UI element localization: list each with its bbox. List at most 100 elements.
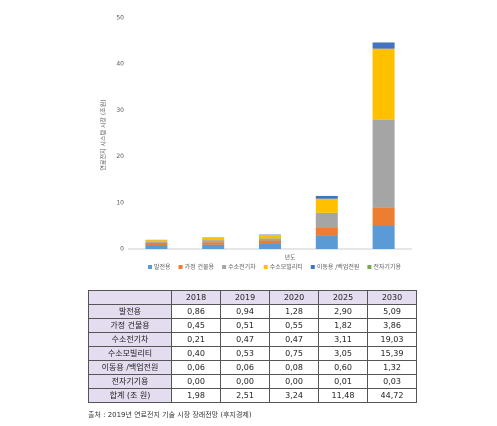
header-row: 2018 2019 2020 2025 2030	[88, 290, 417, 305]
y-tick-label: 10	[116, 199, 124, 206]
bar-segment	[315, 227, 338, 236]
bar-segment	[372, 48, 395, 120]
table-row: 합계 (조 원) 1,98 2,51 3,24 11,48 44,72	[88, 388, 417, 403]
row-label: 이동용 /백업전원	[88, 360, 172, 375]
cell: 0,75	[269, 346, 319, 361]
source: 출처 : 2019년 연료전지 기술 시장 장래전망 (후지경제)	[88, 411, 252, 419]
cell: 2,51	[220, 388, 270, 403]
cell: 0,06	[171, 360, 221, 375]
legend-label: 이동용 /백업전원	[317, 263, 360, 271]
cell: 15,39	[367, 346, 417, 361]
bar-segment	[315, 212, 338, 228]
bar-segment	[372, 225, 395, 249]
legend-label: 발전용	[154, 263, 171, 271]
bar-segment	[372, 207, 395, 226]
bar-segment	[259, 234, 281, 239]
chart: 연료전지 시스템 시장 (조원) 년도 0 10 20 30 40 50 발전용 가정 건물용…	[100, 15, 412, 271]
cell: 0,60	[318, 360, 368, 375]
bar-segment	[259, 243, 281, 249]
table-row: 발전용 0,86 0,94 1,28 2,90 5,09	[88, 304, 417, 319]
cell: 2,90	[318, 304, 368, 319]
cell: 3,05	[318, 346, 368, 361]
header-cell: 2030	[367, 290, 417, 305]
cell: 1,98	[171, 388, 221, 403]
table-row: 수소모빌리티 0,40 0,53 0,75 3,05 15,39	[88, 346, 417, 361]
cell: 0,47	[220, 332, 270, 347]
row-label: 수소모빌리티	[88, 346, 172, 361]
cell: 0,53	[220, 346, 270, 361]
bar-segment	[372, 119, 395, 208]
cell: 0,21	[171, 332, 221, 347]
header-cell: 2020	[269, 290, 319, 305]
legend-label: 가정 건물용	[185, 263, 215, 271]
bar-segment	[315, 195, 338, 199]
y-tick-label: 20	[116, 153, 124, 160]
data-table: 2018 2019 2020 2025 2030 발전용 0,86 0,94 1,28 2,90 5…	[88, 290, 417, 403]
bar-segment	[315, 198, 338, 213]
row-label: 가정 건물용	[88, 318, 172, 333]
bar-segment	[372, 42, 395, 49]
bar-segment	[202, 244, 225, 249]
x-axis-title: 년도	[284, 254, 296, 262]
legend-swatch	[367, 265, 372, 269]
legend-label: 수소모빌리티	[270, 263, 303, 271]
cell: 0,94	[220, 304, 270, 319]
bar-segment	[145, 240, 168, 242]
cell: 0,08	[269, 360, 319, 375]
table-row: 수소전기차 0,21 0,47 0,47 3,11 19,03	[88, 332, 417, 347]
cell: 0,00	[220, 374, 270, 389]
cell: 0,00	[269, 374, 319, 389]
header-cell: 2025	[318, 290, 368, 305]
cell: 11,48	[318, 388, 368, 403]
cell: 19,03	[367, 332, 417, 347]
header-cell: 2018	[171, 290, 221, 305]
cell: 0,40	[171, 346, 221, 361]
table-row: 전자기기용 0,00 0,00 0,00 0,01 0,03	[88, 374, 417, 389]
bar-segment	[202, 242, 225, 245]
table-row: 이동용 /백업전원 0,06 0,06 0,08 0,60 1,32	[88, 360, 417, 375]
bar-segment	[315, 235, 338, 249]
cell: 0,06	[220, 360, 270, 375]
y-axis-title: 연료전지 시스템 시장 (조원)	[100, 99, 108, 170]
row-label: 전자기기용	[88, 374, 172, 389]
cell: 0,03	[367, 374, 417, 389]
y-tick-label: 30	[116, 107, 124, 114]
legend-swatch	[148, 265, 152, 269]
header-cell	[88, 290, 172, 305]
legend-swatch	[222, 265, 227, 269]
cell: 3,11	[318, 332, 368, 347]
legend-label: 수소전기차	[228, 263, 256, 271]
legend-label: 전자기기용	[373, 263, 401, 271]
cell: 0,47	[269, 332, 319, 347]
y-tick-label: 50	[116, 15, 124, 22]
cell: 0,45	[171, 318, 221, 333]
cell: 1,28	[269, 304, 319, 319]
cell: 3,24	[269, 388, 319, 403]
cell: 0,00	[171, 374, 221, 389]
cell: 3,86	[367, 318, 417, 333]
cell: 0,51	[220, 318, 270, 333]
cell: 0,01	[318, 374, 368, 389]
bar-segment	[145, 245, 168, 249]
legend-swatch	[178, 265, 183, 269]
cell: 0,86	[171, 304, 221, 319]
row-label: 합계 (조 원)	[88, 388, 172, 403]
header-cell: 2019	[220, 290, 270, 305]
row-label: 수소전기차	[88, 332, 172, 347]
cell: 1,32	[367, 360, 417, 375]
cell: 44,72	[367, 388, 417, 403]
cell: 0,55	[269, 318, 319, 333]
table-row: 가정 건물용 0,45 0,51 0,55 1,82 3,86	[88, 318, 417, 333]
bar-segment	[259, 240, 281, 244]
row-label: 발전용	[88, 304, 172, 319]
bar-segment	[145, 241, 168, 243]
bar-segment	[202, 237, 225, 241]
cell: 5,09	[367, 304, 417, 319]
cell: 1,82	[318, 318, 368, 333]
y-tick-label: 40	[116, 61, 124, 68]
bar-segment	[202, 240, 225, 243]
legend-swatch	[310, 265, 315, 269]
bar-segment	[145, 242, 168, 246]
bar-segment	[259, 238, 281, 241]
